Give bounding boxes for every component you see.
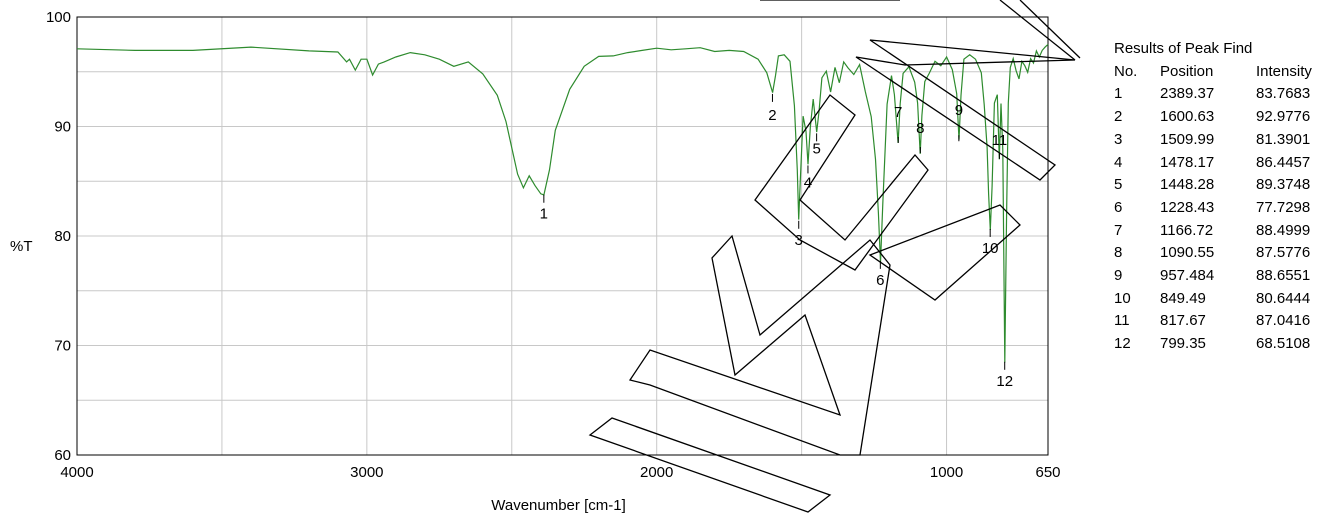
peak-label: 1 <box>540 206 548 223</box>
x-axis-ticks: 4000 3000 2000 1000 650 <box>60 464 1060 481</box>
cell-no: 7 <box>1114 220 1160 243</box>
x-tick-label: 650 <box>1035 464 1060 481</box>
cell-position: 1228.43 <box>1160 197 1256 220</box>
x-tick-label: 1000 <box>930 464 963 481</box>
cell-no: 2 <box>1114 106 1160 129</box>
cell-intensity: 87.0416 <box>1256 310 1326 333</box>
peak-table-header: No. Position Intensity <box>1114 61 1326 84</box>
table-row: 1 2389.37 83.7683 <box>1114 83 1326 106</box>
y-axis-ticks: 60 70 80 90 100 <box>46 9 71 464</box>
cell-intensity: 68.5108 <box>1256 333 1326 356</box>
cell-intensity: 83.7683 <box>1256 83 1326 106</box>
table-row: 9 957.484 88.6551 <box>1114 265 1326 288</box>
cell-position: 1448.28 <box>1160 174 1256 197</box>
cell-no: 6 <box>1114 197 1160 220</box>
y-tick-label: 60 <box>54 447 71 464</box>
cell-intensity: 92.9776 <box>1256 106 1326 129</box>
cell-intensity: 86.4457 <box>1256 152 1326 175</box>
watermark-stroke-3 <box>1000 0 1075 60</box>
peak-label: 10 <box>982 240 999 257</box>
peak-label: 9 <box>955 102 963 119</box>
y-tick-label: 90 <box>54 119 71 136</box>
table-row: 7 1166.72 88.4999 <box>1114 220 1326 243</box>
peak-table-title: Results of Peak Find <box>1114 38 1326 61</box>
cell-intensity: 88.6551 <box>1256 265 1326 288</box>
peak-label: 11 <box>992 132 1008 149</box>
peak-label: 12 <box>996 373 1013 390</box>
cell-position: 1166.72 <box>1160 220 1256 243</box>
cell-no: 1 <box>1114 83 1160 106</box>
y-tick-label: 80 <box>54 228 71 245</box>
cell-intensity: 81.3901 <box>1256 129 1326 152</box>
cell-intensity: 88.4999 <box>1256 220 1326 243</box>
cell-position: 2389.37 <box>1160 83 1256 106</box>
table-row: 11 817.67 87.0416 <box>1114 310 1326 333</box>
peak-results-table: Results of Peak Find No. Position Intens… <box>1114 38 1326 356</box>
header-position: Position <box>1160 61 1256 84</box>
peak-label: 7 <box>894 104 902 121</box>
table-row: 2 1600.63 92.9776 <box>1114 106 1326 129</box>
cell-position: 799.35 <box>1160 333 1256 356</box>
cell-intensity: 80.6444 <box>1256 288 1326 311</box>
cell-position: 1478.17 <box>1160 152 1256 175</box>
cell-intensity: 87.5776 <box>1256 242 1326 265</box>
peak-label: 5 <box>812 140 820 157</box>
x-tick-label: 3000 <box>350 464 383 481</box>
cell-no: 8 <box>1114 242 1160 265</box>
cell-position: 1600.63 <box>1160 106 1256 129</box>
x-tick-label: 4000 <box>60 464 93 481</box>
table-row: 5 1448.28 89.3748 <box>1114 174 1326 197</box>
table-row: 8 1090.55 87.5776 <box>1114 242 1326 265</box>
cell-position: 1090.55 <box>1160 242 1256 265</box>
cell-no: 5 <box>1114 174 1160 197</box>
cell-position: 817.67 <box>1160 310 1256 333</box>
table-row: 10 849.49 80.6444 <box>1114 288 1326 311</box>
cell-position: 849.49 <box>1160 288 1256 311</box>
x-axis-title: Wavenumber [cm-1] <box>491 497 625 514</box>
cell-intensity: 77.7298 <box>1256 197 1326 220</box>
cell-no: 3 <box>1114 129 1160 152</box>
cell-no: 4 <box>1114 152 1160 175</box>
cell-position: 1509.99 <box>1160 129 1256 152</box>
y-axis-title: %T <box>10 238 33 255</box>
peak-label: 2 <box>768 107 776 124</box>
peak-table-rows: 1 2389.37 83.7683 2 1600.63 92.9776 3 1509.99 81… <box>1114 83 1326 355</box>
watermark-letter-c-upper <box>856 40 1075 180</box>
watermark-letter-c-outer <box>755 95 928 270</box>
cell-position: 957.484 <box>1160 265 1256 288</box>
table-row: 6 1228.43 77.7298 <box>1114 197 1326 220</box>
cell-no: 10 <box>1114 288 1160 311</box>
peak-label: 6 <box>876 272 884 289</box>
header-intensity: Intensity <box>1256 61 1326 84</box>
table-row: 12 799.35 68.5108 <box>1114 333 1326 356</box>
watermark-stroke-2 <box>1020 0 1080 58</box>
header-no: No. <box>1114 61 1160 84</box>
table-row: 4 1478.17 86.4457 <box>1114 152 1326 175</box>
cell-no: 11 <box>1114 310 1160 333</box>
y-tick-label: 70 <box>54 338 71 355</box>
y-tick-label: 100 <box>46 9 71 26</box>
cell-intensity: 89.3748 <box>1256 174 1326 197</box>
x-tick-label: 2000 <box>640 464 673 481</box>
spectrum-line <box>77 44 1048 362</box>
watermark-letter-i <box>590 418 830 512</box>
cell-no: 12 <box>1114 333 1160 356</box>
peak-label: 8 <box>916 120 924 137</box>
table-row: 3 1509.99 81.3901 <box>1114 129 1326 152</box>
cell-no: 9 <box>1114 265 1160 288</box>
